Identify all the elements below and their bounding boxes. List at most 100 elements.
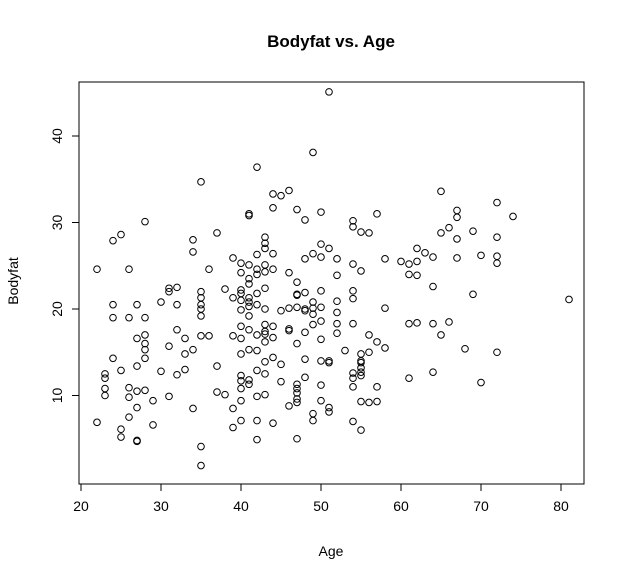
data-point	[365, 229, 373, 237]
data-point	[325, 403, 333, 412]
data-point	[213, 362, 221, 370]
data-point	[253, 250, 261, 259]
data-point	[493, 198, 501, 207]
data-point	[205, 265, 213, 274]
data-point	[357, 228, 365, 236]
data-point	[317, 381, 325, 389]
data-point	[357, 426, 365, 434]
data-point	[341, 346, 349, 355]
data-point	[189, 345, 197, 354]
data-point	[253, 265, 261, 274]
data-point	[245, 211, 253, 220]
data-point	[237, 371, 245, 380]
data-point	[277, 306, 285, 315]
data-point	[253, 163, 261, 171]
data-point	[101, 370, 109, 378]
data-point	[269, 419, 277, 427]
data-point	[357, 267, 365, 275]
y-axis-label: Bodyfat	[5, 257, 21, 305]
data-point	[237, 350, 245, 358]
data-point	[261, 261, 269, 269]
data-point	[117, 425, 125, 434]
plot-box	[78, 81, 585, 485]
data-point	[141, 217, 149, 226]
data-point	[333, 271, 341, 280]
data-point	[349, 369, 357, 377]
data-point	[237, 416, 245, 425]
data-point	[197, 178, 205, 186]
data-point	[261, 338, 269, 346]
data-point	[109, 300, 117, 309]
data-point	[301, 373, 309, 382]
data-point	[301, 306, 309, 315]
data-point	[381, 344, 389, 352]
data-point	[125, 313, 133, 322]
x-tick-label: 30	[153, 498, 169, 514]
data-point	[253, 346, 261, 355]
data-point	[237, 296, 245, 305]
x-tick-label: 60	[393, 498, 409, 514]
data-point	[349, 383, 357, 391]
data-point	[261, 327, 269, 336]
data-point	[293, 303, 301, 312]
data-point	[445, 223, 453, 232]
data-point	[365, 331, 373, 339]
data-point	[349, 223, 357, 231]
data-point	[413, 319, 421, 327]
y-tick-label: 30	[49, 215, 65, 231]
data-point	[173, 300, 181, 309]
data-point	[245, 325, 253, 334]
data-point	[325, 88, 333, 96]
data-point	[349, 417, 357, 426]
data-point	[317, 357, 325, 365]
x-axis-label: Age	[319, 543, 344, 559]
data-point	[181, 365, 189, 374]
data-point	[197, 305, 205, 313]
data-point	[189, 248, 197, 256]
data-point	[133, 300, 141, 309]
data-point	[493, 252, 501, 261]
data-point	[429, 282, 437, 291]
data-point	[429, 319, 437, 328]
data-point	[109, 313, 117, 322]
data-point	[173, 325, 181, 334]
x-tick-label: 50	[313, 498, 329, 514]
data-point	[109, 354, 117, 363]
data-point	[317, 335, 325, 344]
data-point	[133, 403, 141, 412]
data-point	[125, 413, 133, 421]
data-point	[141, 313, 149, 322]
data-point	[357, 364, 365, 372]
data-point	[293, 389, 301, 397]
data-point	[261, 233, 269, 242]
data-point	[405, 260, 413, 268]
data-point	[245, 274, 253, 283]
data-point	[405, 319, 413, 328]
data-point	[333, 255, 341, 263]
data-point	[269, 265, 277, 274]
data-point	[493, 233, 501, 242]
data-point	[101, 384, 109, 393]
data-point	[237, 306, 245, 314]
data-point	[269, 203, 277, 212]
x-tick-label: 40	[233, 498, 249, 514]
data-point	[293, 434, 301, 443]
data-point	[125, 393, 133, 402]
data-point	[317, 317, 325, 325]
data-point	[437, 331, 445, 339]
data-point	[317, 287, 325, 295]
data-point	[253, 289, 261, 298]
data-point	[117, 433, 125, 441]
data-point	[229, 423, 237, 432]
data-point	[269, 322, 277, 331]
data-point	[413, 271, 421, 280]
data-point	[117, 230, 125, 239]
data-point	[429, 253, 437, 261]
data-point	[197, 300, 205, 309]
data-point	[141, 339, 149, 348]
data-point	[453, 254, 461, 262]
data-point	[117, 366, 125, 375]
data-point	[245, 280, 253, 288]
data-point	[181, 334, 189, 343]
